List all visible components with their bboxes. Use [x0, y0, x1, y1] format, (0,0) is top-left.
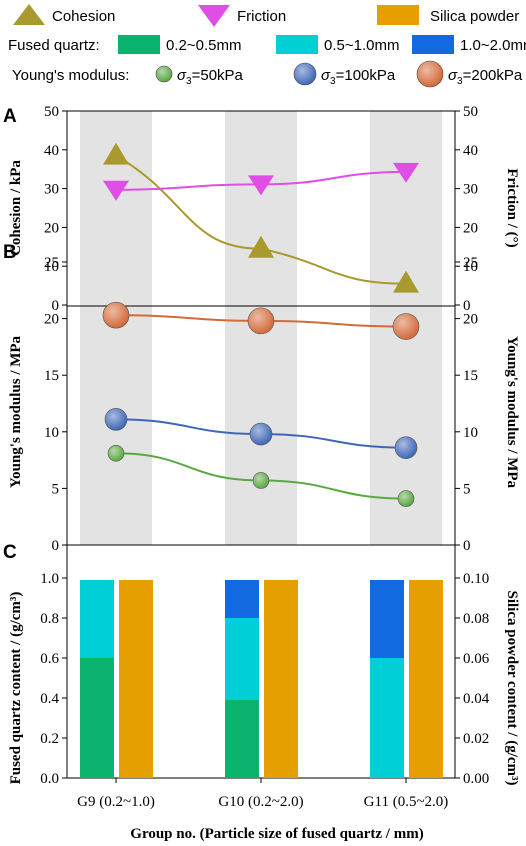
fused-quartz-legend-swatch — [118, 35, 160, 54]
left-axis-title: Fused quartz content / (g/cm³) — [8, 592, 24, 785]
left-tick-label: 30 — [44, 182, 59, 198]
left-axis-title: Young's modulus / MPa — [8, 335, 24, 488]
cohesion-point — [393, 270, 419, 293]
legend-label: 1.0~2.0mm — [460, 37, 526, 54]
right-tick-label: 15 — [463, 368, 478, 384]
left-tick-label: 0.4 — [40, 691, 59, 707]
legend-label: Silica powder — [430, 8, 519, 25]
right-tick-label: 0.02 — [463, 731, 489, 747]
x-tick-label: G11 (0.5~2.0) — [364, 794, 449, 810]
right-tick-label: 20 — [463, 220, 478, 236]
left-tick-label: 0 — [52, 538, 60, 554]
left-tick-label: 0.6 — [40, 651, 59, 667]
fused-quartz-bar — [225, 618, 259, 700]
fused-quartz-bar — [80, 580, 114, 658]
legend-label: 0.5~1.0mm — [324, 37, 399, 54]
cohesion-point — [103, 142, 129, 165]
fused-quartz-bar — [80, 658, 114, 778]
youngs-modulus-point — [247, 307, 275, 335]
right-tick-label: 10 — [463, 259, 478, 275]
youngs-modulus-point — [252, 472, 270, 489]
youngs-modulus-point — [394, 436, 418, 459]
right-axis-title: Silica powder content / (g/cm³) — [504, 590, 520, 785]
silica-powder-bar — [264, 580, 298, 778]
right-tick-label: 30 — [463, 182, 478, 198]
left-axis-title: Cohesion / kPa — [8, 160, 24, 256]
youngs-modulus-legend-marker — [155, 65, 173, 83]
legend-group-title: Young's modulus: — [12, 67, 129, 84]
friction-point — [393, 162, 419, 183]
friction-point — [103, 180, 129, 201]
fused-quartz-bar — [225, 580, 259, 618]
right-tick-label: 0 — [463, 538, 471, 554]
x-axis-label: Group no. (Particle size of fused quartz… — [130, 826, 423, 842]
left-tick-label: 5 — [52, 481, 60, 497]
panel-letter-c: C — [3, 542, 17, 563]
legend-label: σ3=100kPa — [321, 67, 396, 87]
left-tick-label: 40 — [44, 143, 59, 159]
right-tick-label: 50 — [463, 104, 478, 120]
right-tick-label: 20 — [463, 312, 478, 328]
fused-quartz-bar — [225, 700, 259, 778]
left-tick-label: 0 — [52, 298, 60, 314]
legend-label: Friction — [237, 8, 286, 25]
silica-powder-bar — [119, 580, 153, 778]
silica-powder-bar — [409, 580, 443, 778]
left-tick-label: 10 — [44, 425, 59, 441]
youngs-modulus-legend-marker — [293, 62, 317, 86]
fused-quartz-legend-swatch — [412, 35, 454, 54]
left-tick-label: 20 — [44, 312, 59, 328]
friction-legend-marker — [198, 5, 230, 27]
right-axis-title: Friction / (°) — [504, 168, 520, 247]
fused-quartz-bar — [370, 658, 404, 778]
right-tick-label: 0.04 — [463, 691, 490, 707]
panel-c: C 0.0 0.00 0.2 0.02 0.4 0.04 0.6 0.06 0.8 0.08 1.0 0… — [3, 542, 520, 810]
youngs-modulus-point — [392, 313, 420, 340]
left-tick-label: 0.2 — [40, 731, 59, 747]
x-tick-label: G9 (0.2~1.0) — [77, 794, 155, 810]
youngs-modulus-point — [249, 422, 273, 446]
legend-group-title: Fused quartz: — [8, 37, 100, 54]
right-tick-label: 0.00 — [463, 771, 489, 787]
right-tick-label: 0.08 — [463, 611, 489, 627]
left-tick-label: 15 — [44, 368, 59, 384]
left-tick-label: 20 — [44, 220, 59, 236]
youngs-modulus-point — [102, 301, 130, 329]
panel-b: B 0 0 5 5 10 10 15 15 20 20 25 25 Young's modulus / M… — [3, 242, 520, 554]
youngs-modulus-point — [104, 408, 128, 431]
right-tick-label: 5 — [463, 481, 471, 497]
x-tick-label: G10 (0.2~2.0) — [218, 794, 303, 810]
cohesion-legend-marker — [13, 4, 45, 25]
panel-letter-a: A — [3, 106, 17, 127]
right-tick-label: 40 — [463, 143, 478, 159]
left-tick-label: 0.8 — [40, 611, 59, 627]
legend: Cohesion Friction Silica powder Fused quart… — [8, 4, 526, 88]
left-tick-label: 50 — [44, 104, 59, 120]
legend-label: 0.2~0.5mm — [166, 37, 241, 54]
youngs-modulus-point — [397, 490, 415, 507]
legend-label: σ3=50kPa — [177, 67, 244, 87]
left-tick-label: 10 — [44, 259, 59, 275]
right-axis-title: Young's modulus / MPa — [504, 336, 520, 489]
fused-quartz-legend-swatch — [276, 35, 318, 54]
right-tick-label: 0.10 — [463, 571, 489, 587]
legend-label: σ3=200kPa — [448, 67, 523, 87]
right-tick-label: 25 — [463, 255, 478, 271]
silica-legend-swatch — [377, 5, 419, 25]
friction-point — [248, 175, 274, 196]
right-tick-label: 0.06 — [463, 651, 490, 667]
cohesion-point — [248, 235, 274, 258]
left-tick-label: 25 — [44, 255, 59, 271]
panel-letter-b: B — [3, 242, 17, 263]
right-tick-label: 0 — [463, 298, 471, 314]
right-tick-label: 10 — [463, 425, 478, 441]
youngs-modulus-legend-marker — [416, 60, 444, 88]
left-tick-label: 0.0 — [40, 771, 59, 787]
left-tick-label: 1.0 — [40, 571, 59, 587]
youngs-modulus-point — [107, 445, 125, 462]
legend-label: Cohesion — [52, 8, 115, 25]
fused-quartz-bar — [370, 580, 404, 658]
